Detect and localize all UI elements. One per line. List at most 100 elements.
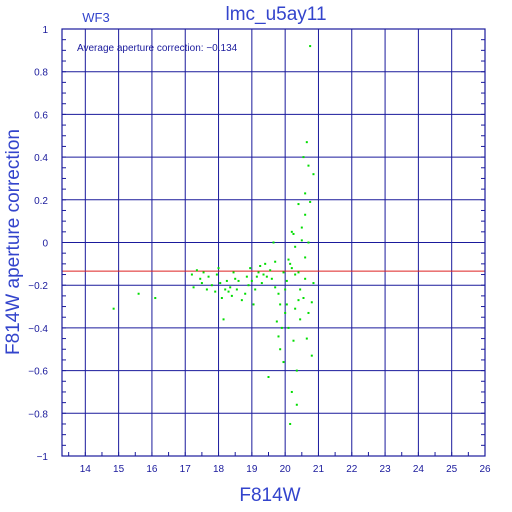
data-point [274,260,277,263]
data-point [245,275,248,278]
data-point [284,311,287,314]
data-point [300,226,303,229]
data-point [200,282,203,285]
data-point [305,337,308,340]
data-point [284,288,287,291]
data-point [294,273,297,276]
data-point [137,292,140,295]
data-point [202,271,205,274]
data-point [240,299,243,302]
y-tick-label: −0.4 [28,324,48,335]
data-point [265,275,268,278]
data-point [282,361,285,364]
data-point [292,339,295,342]
data-point [275,320,278,323]
x-tick-label: 20 [280,464,292,475]
data-point [205,288,208,291]
y-tick-label: 0 [42,239,48,250]
data-point [285,279,288,282]
data-point [277,335,280,338]
x-tick-label: 23 [380,464,392,475]
y-tick-label: 0.4 [34,153,48,164]
data-point [224,288,227,291]
x-tick-label: 24 [413,464,425,475]
data-point [267,376,270,379]
data-point [192,286,195,289]
data-point [272,241,275,244]
data-point [249,267,252,270]
data-point [195,269,198,272]
data-point [255,275,258,278]
data-point [295,369,298,372]
data-point [307,164,310,167]
data-point [310,301,313,304]
data-point [304,277,307,280]
y-tick-label: −0.2 [28,281,48,292]
data-point [287,258,290,261]
data-point [294,307,297,310]
y-tick-label: 1 [42,25,48,36]
data-point [254,288,257,291]
y-tick-label: −0.8 [28,409,48,420]
y-tick-label: 0.8 [34,68,48,79]
data-point [250,279,253,282]
data-point [289,262,292,265]
data-point [297,271,300,274]
data-point [297,299,300,302]
x-tick-label: 26 [479,464,491,475]
data-point [302,297,305,300]
y-tick-labels: −1 −0.8 −0.6 −0.4 −0.2 0 0.2 0.4 0.6 0.8 1 [28,25,48,463]
data-point [297,203,300,206]
data-point [304,192,307,195]
data-point [310,354,313,357]
data-point [280,326,283,329]
data-point [207,275,210,278]
x-tick-labels: 14 15 16 17 18 19 20 21 22 23 24 25 26 [80,464,491,475]
data-point [259,264,262,267]
x-tick-label: 21 [313,464,325,475]
data-point [289,422,292,425]
data-point [227,290,230,293]
data-point [290,390,293,393]
data-point [199,277,202,280]
data-point [299,318,302,321]
data-point [235,288,238,291]
data-point [312,173,315,176]
data-point [305,141,308,144]
data-point [274,286,277,289]
data-point [292,232,295,235]
data-point [307,311,310,314]
data-point [154,297,157,300]
data-point [215,273,218,276]
data-point [294,245,297,248]
data-point [277,292,280,295]
data-point [252,303,255,306]
x-tick-label: 14 [80,464,92,475]
data-point [220,297,223,300]
data-point [299,288,302,291]
x-tick-label: 16 [146,464,158,475]
data-point [225,279,228,282]
y-tick-label: −1 [37,452,49,463]
data-point [309,200,312,203]
data-point [244,292,247,295]
y-tick-label: −0.6 [28,367,48,378]
x-tick-label: 19 [246,464,258,475]
data-point [214,290,217,293]
data-point [112,307,115,310]
data-point [237,279,240,282]
panel-label: WF3 [82,10,109,25]
tick-marks [62,28,486,457]
data-point [295,403,298,406]
x-tick-label: 18 [213,464,225,475]
x-axis-label: F814W [239,485,300,506]
y-axis-label: F814W aperture correction [3,129,24,355]
data-point [300,239,303,242]
data-point [257,271,260,274]
data-point [229,286,232,289]
data-point [269,269,272,272]
average-correction-annotation: Average aperture correction: −0.134 [77,43,238,54]
data-point [262,273,265,276]
data-point [309,45,312,48]
